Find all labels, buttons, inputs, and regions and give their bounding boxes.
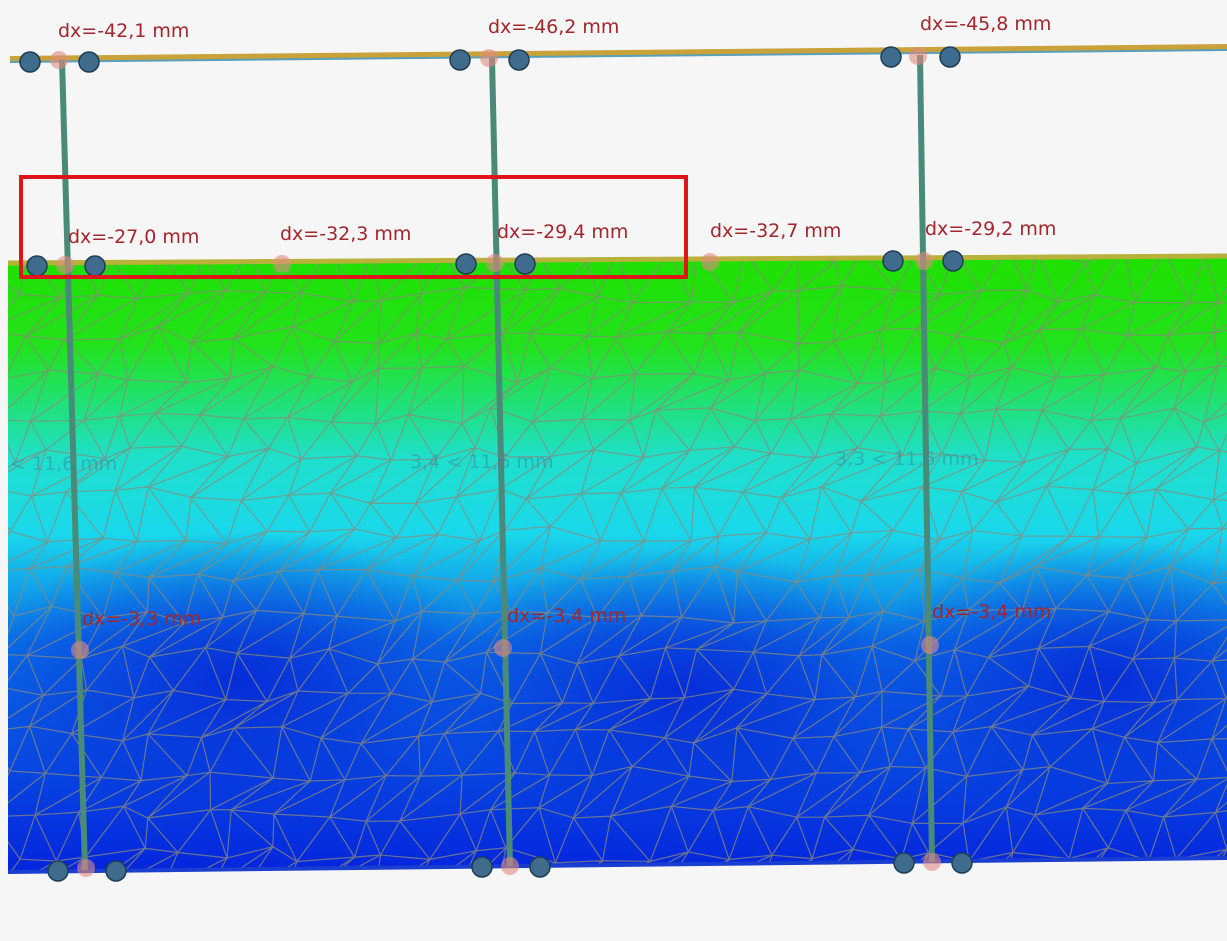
- node: [48, 861, 68, 881]
- displacement-label: dx=-29,4 mm: [497, 221, 628, 243]
- node: [79, 52, 99, 72]
- node: [27, 256, 47, 276]
- node: [881, 47, 901, 67]
- contour-label: 3,3 < 11,6 mm: [835, 448, 979, 470]
- node: [530, 857, 550, 877]
- displacement-label: dx=-3,4 mm: [932, 601, 1051, 623]
- node: [894, 853, 914, 873]
- displacement-label: dx=-32,7 mm: [710, 220, 841, 242]
- node: [85, 256, 105, 276]
- displacement-label: dx=-46,2 mm: [488, 16, 619, 38]
- node: [509, 50, 529, 70]
- node: [456, 254, 476, 274]
- contour-label: < 11,6 mm: [10, 453, 117, 475]
- load-point: [71, 641, 89, 659]
- node: [943, 251, 963, 271]
- load-point: [56, 256, 74, 274]
- load-point: [909, 47, 927, 65]
- displacement-label: dx=-3,4 mm: [507, 605, 626, 627]
- displacement-label: dx=-3,3 mm: [82, 608, 201, 630]
- load-point: [273, 255, 291, 273]
- model-view: dx=-42,1 mm dx=-46,2 mm dx=-45,8 mm dx=-27,…: [0, 0, 1227, 941]
- load-point: [77, 859, 95, 877]
- slab: [0, 247, 1227, 941]
- displacement-label: dx=-45,8 mm: [920, 13, 1051, 35]
- node: [20, 52, 40, 72]
- load-point: [701, 253, 719, 271]
- load-point: [494, 639, 512, 657]
- displacement-label: dx=-42,1 mm: [58, 20, 189, 42]
- load-point: [501, 857, 519, 875]
- node: [450, 50, 470, 70]
- node: [472, 857, 492, 877]
- node: [515, 254, 535, 274]
- node: [940, 47, 960, 67]
- contour-label: 3,4 < 11,6 mm: [410, 451, 554, 473]
- load-point: [923, 853, 941, 871]
- displacement-label: dx=-27,0 mm: [68, 226, 199, 248]
- node: [106, 861, 126, 881]
- displacement-label: dx=-29,2 mm: [925, 218, 1056, 240]
- node: [952, 853, 972, 873]
- load-point: [50, 51, 68, 69]
- load-point: [486, 254, 504, 272]
- load-point: [480, 49, 498, 67]
- displacement-label: dx=-32,3 mm: [280, 223, 411, 245]
- node: [883, 251, 903, 271]
- load-point: [915, 252, 933, 270]
- load-point: [921, 636, 939, 654]
